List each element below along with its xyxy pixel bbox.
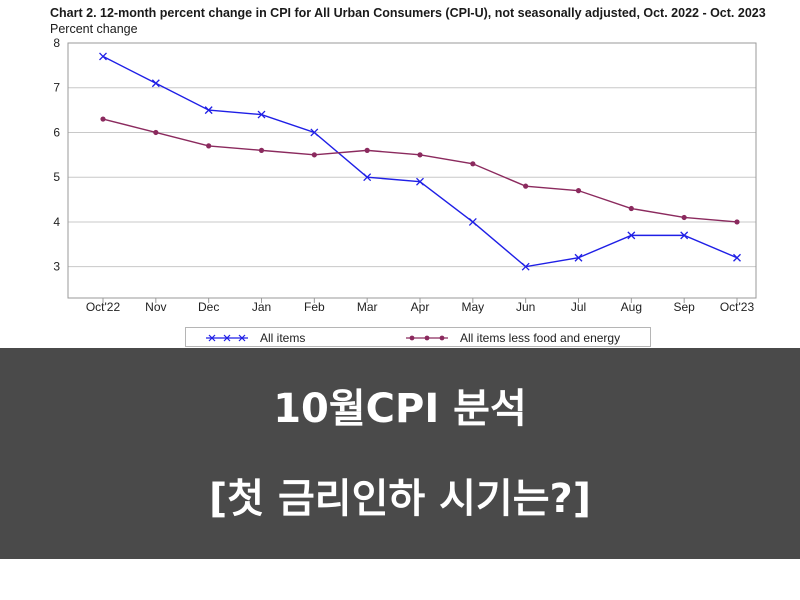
legend-label-core: All items less food and energy: [460, 331, 621, 345]
x-tick-label: Dec: [198, 300, 219, 314]
data-point-core: [470, 161, 476, 167]
legend-item-core: All items less food and energy: [404, 329, 620, 347]
data-point-all-items: [310, 128, 319, 137]
data-point-all-items: [416, 177, 424, 186]
data-point-all-items: [99, 52, 107, 61]
data-point-all-items: [680, 231, 689, 240]
chart-title: Chart 2. 12-month percent change in CPI …: [50, 6, 766, 20]
data-point-core: [734, 219, 740, 225]
data-point-core: [258, 147, 265, 153]
data-point-core: [628, 205, 634, 212]
data-point-all-items: [521, 262, 530, 271]
y-tick-label: 3: [53, 260, 60, 274]
data-point-all-items: [574, 253, 583, 262]
data-point-core: [153, 129, 159, 136]
legend-item-all-items: All items: [204, 329, 305, 347]
x-tick-label: Jul: [571, 300, 586, 314]
data-point-core: [311, 152, 317, 158]
y-axis-label: Percent change: [50, 22, 138, 36]
data-point-all-items: [627, 231, 636, 240]
x-tick-label: Jun: [516, 300, 535, 314]
x-tick-label: Oct'22: [86, 300, 121, 314]
data-point-all-items: [468, 217, 477, 226]
y-tick-label: 8: [53, 36, 60, 50]
data-point-core: [417, 152, 423, 158]
data-point-all-items: [204, 106, 213, 115]
x-tick-label: Jan: [252, 300, 271, 314]
x-tick-label: Mar: [357, 300, 378, 314]
legend-swatch-all-items: [206, 334, 248, 342]
legend-swatch-core: [406, 335, 448, 341]
x-tick-label: Sep: [673, 300, 695, 314]
banner-title: 10월CPI 분석: [273, 386, 527, 432]
banner-subtitle: [첫 금리인하 시기는?]: [208, 476, 592, 522]
data-point-core: [523, 183, 529, 189]
cpi-chart: Chart 2. 12-month percent change in CPI …: [50, 6, 766, 347]
plot-frame: [67, 42, 757, 299]
y-tick-label: 5: [53, 170, 60, 184]
data-point-all-items: [733, 253, 741, 262]
x-tick-label: May: [461, 300, 484, 314]
chart-legend: All items All items less food and energy: [185, 327, 651, 347]
data-point-all-items: [257, 110, 266, 119]
series-line-1: [102, 118, 738, 223]
data-point-core: [575, 188, 582, 194]
x-tick-label: Apr: [411, 300, 430, 314]
title-banner: 10월CPI 분석 [첫 금리인하 시기는?]: [0, 348, 800, 559]
data-point-all-items: [363, 173, 372, 182]
y-tick-label: 7: [53, 81, 60, 95]
x-tick-label: Nov: [145, 300, 166, 314]
y-tick-label: 6: [53, 125, 60, 139]
x-tick-label: Feb: [304, 300, 325, 314]
x-tick-label: Aug: [621, 300, 642, 314]
data-point-all-items: [151, 79, 160, 88]
data-point-core: [364, 147, 370, 153]
chart-plot: 3 4 5 6 7 8 Oct'22 Nov Dec Jan Feb Mar Apr May Jun Jul A…: [53, 36, 757, 314]
y-tick-label: 4: [53, 215, 60, 229]
data-point-core: [100, 116, 106, 122]
data-point-core: [206, 143, 212, 149]
x-tick-label: Oct'23: [720, 300, 755, 314]
legend-label-all-items: All items: [260, 331, 306, 345]
data-point-core: [681, 214, 687, 221]
